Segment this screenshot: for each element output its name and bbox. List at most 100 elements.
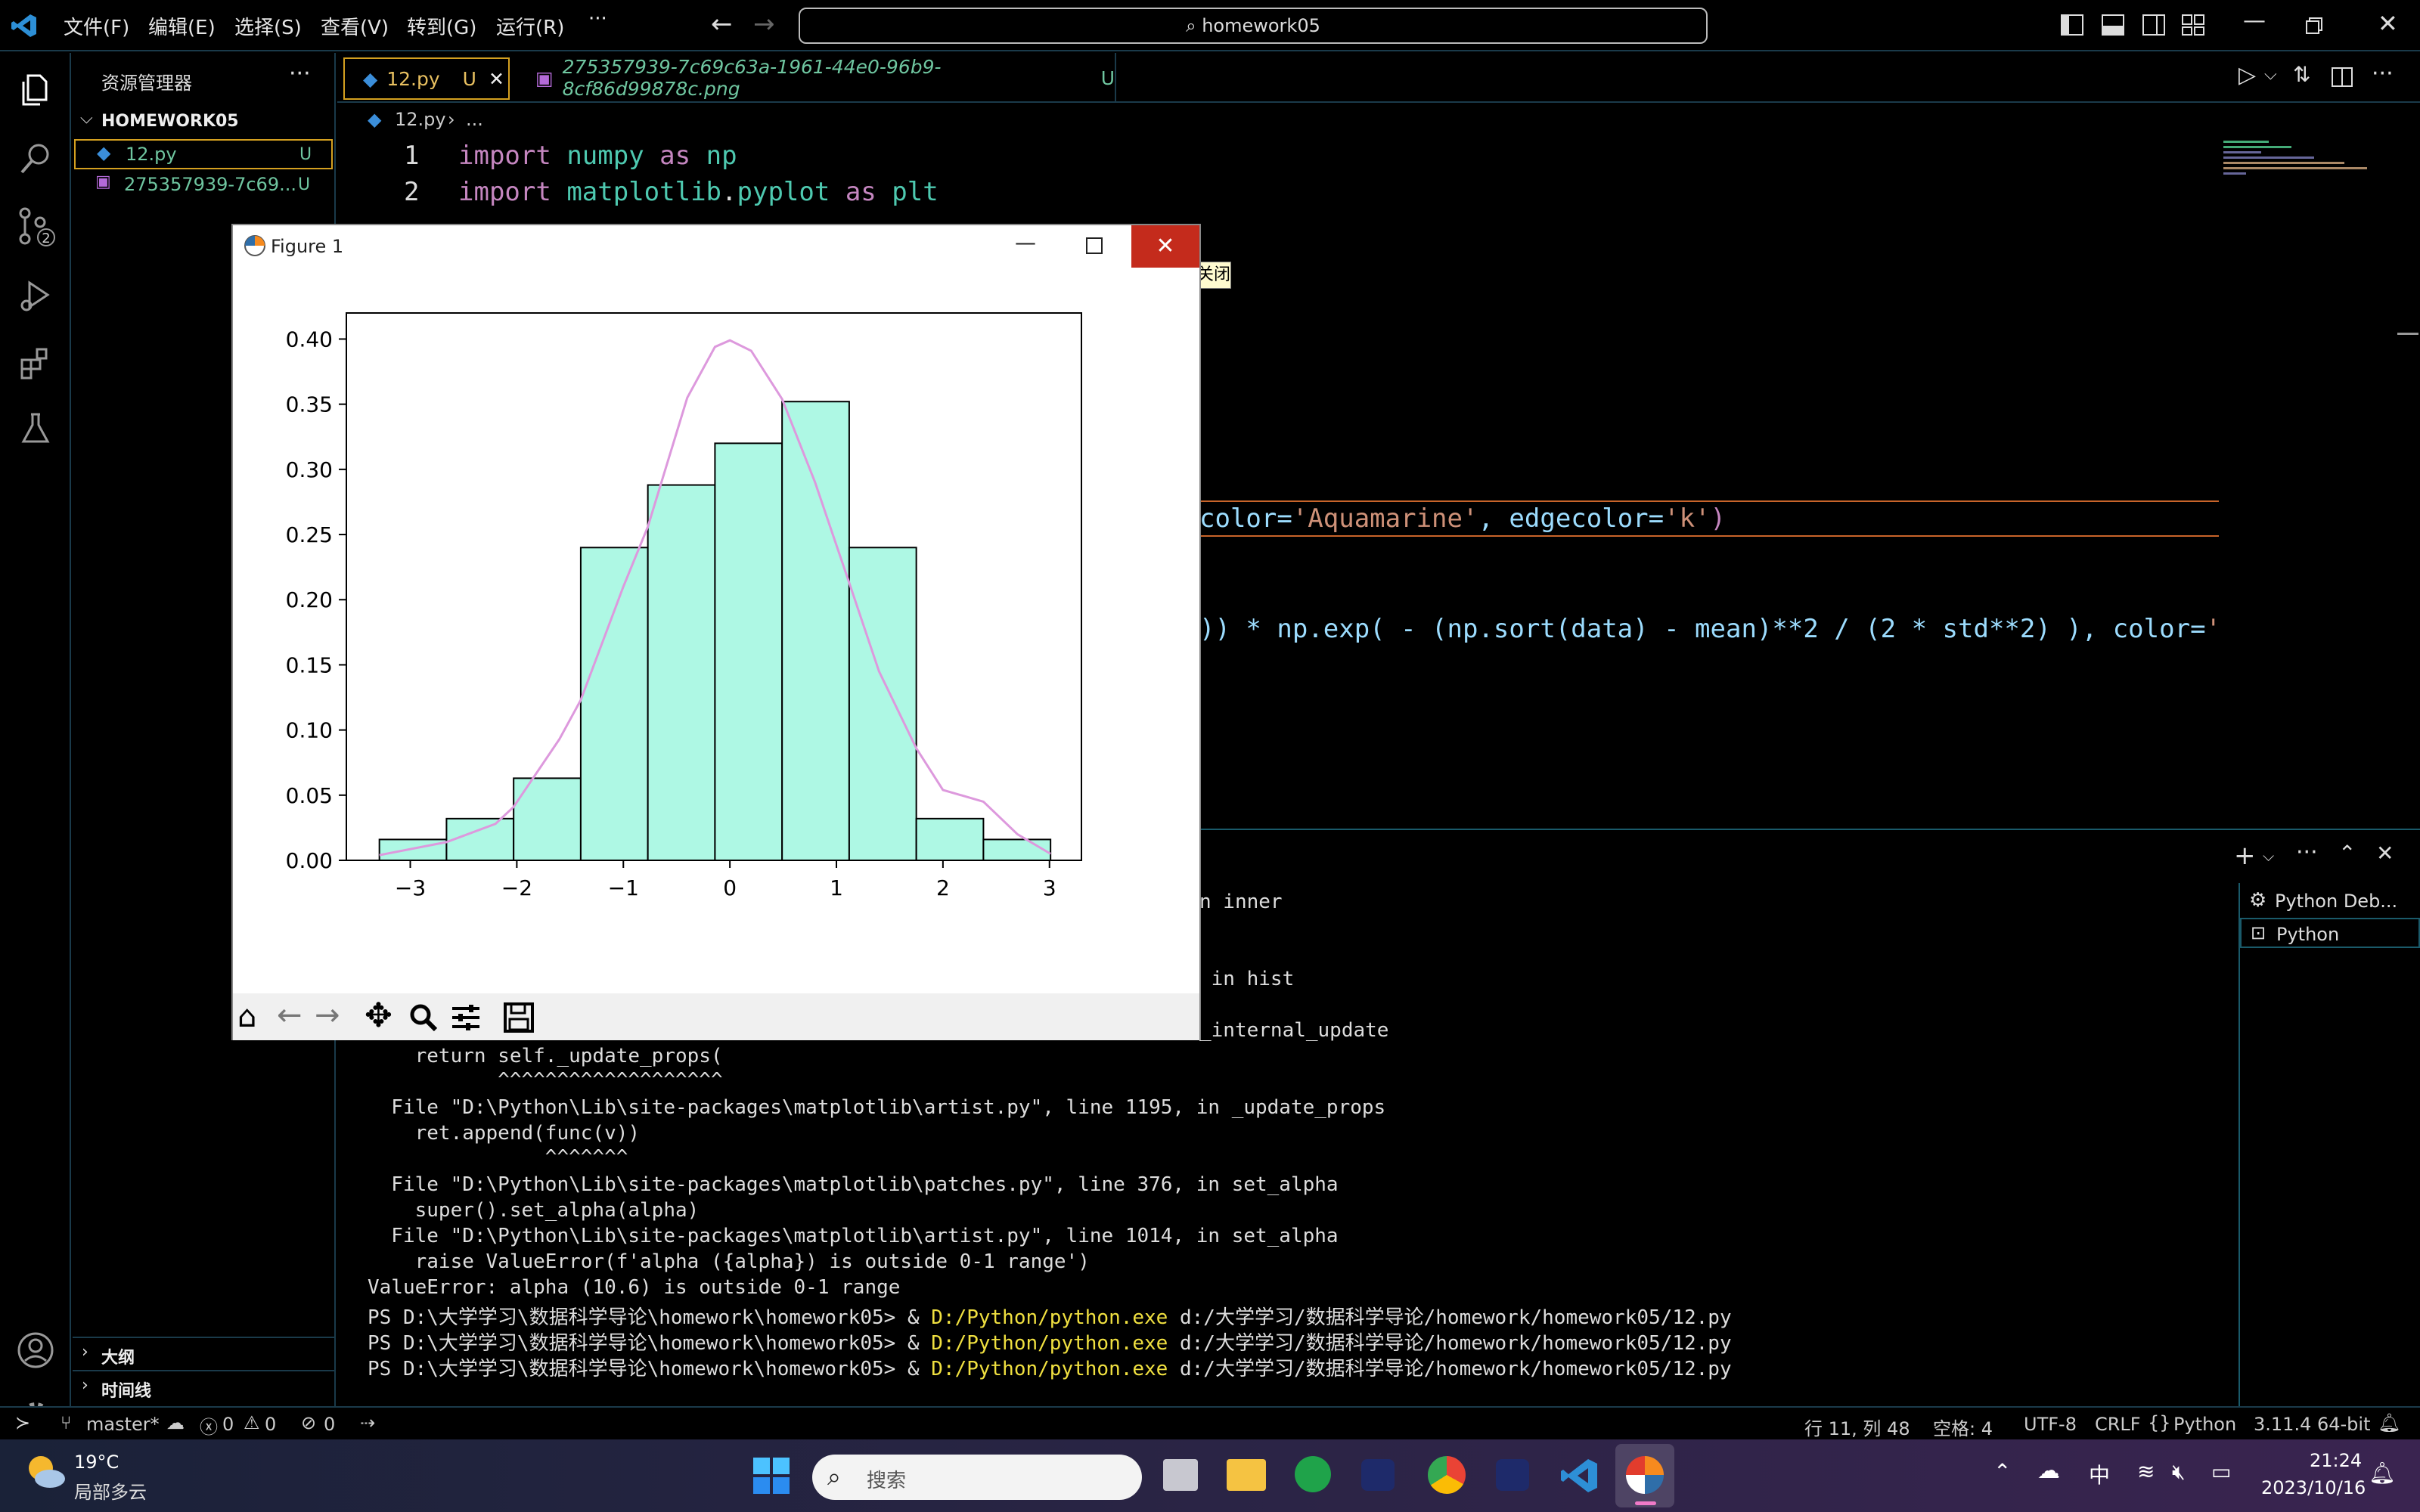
toggle-secondary-sidebar-icon[interactable]: [2142, 14, 2166, 36]
command-center-search[interactable]: ⌕ homework05: [799, 8, 1708, 44]
extensions-icon[interactable]: [0, 333, 71, 393]
nav-back-icon[interactable]: ←: [711, 9, 733, 39]
battery-icon[interactable]: ▭: [2211, 1459, 2232, 1484]
end-of-line[interactable]: CRLF: [2095, 1414, 2141, 1435]
file-explorer-icon[interactable]: [1227, 1459, 1266, 1491]
compare-changes-icon[interactable]: ⇅: [2293, 62, 2311, 87]
back-arrow-icon[interactable]: ←: [277, 998, 302, 1033]
edge-browser-icon[interactable]: [1295, 1456, 1331, 1492]
minimize-window-icon[interactable]: —: [2243, 8, 2266, 34]
error-count[interactable]: 0: [222, 1414, 234, 1435]
toggle-sidebar-icon[interactable]: [2060, 14, 2084, 36]
start-menu-icon[interactable]: [753, 1458, 790, 1494]
source-control-icon[interactable]: 2: [0, 197, 71, 257]
encoding[interactable]: UTF-8: [2024, 1414, 2077, 1435]
outline-section[interactable]: › 大纲: [73, 1337, 334, 1370]
menu-selection[interactable]: 选择(S): [234, 17, 302, 39]
explorer-icon[interactable]: [0, 59, 71, 119]
close-panel-icon[interactable]: ✕: [2376, 841, 2394, 866]
forward-arrow-icon[interactable]: →: [315, 998, 340, 1033]
volume-muted-icon[interactable]: 🔇︎: [2172, 1459, 2186, 1484]
save-figure-icon[interactable]: [504, 1002, 534, 1033]
ports-count[interactable]: 0: [324, 1414, 336, 1435]
scrollbar-indicator[interactable]: [2397, 333, 2418, 335]
menu-go[interactable]: 转到(G): [407, 17, 477, 39]
axes-frame: [346, 312, 1082, 861]
onedrive-icon[interactable]: ☁: [2037, 1458, 2060, 1484]
new-terminal-icon[interactable]: +: [2234, 841, 2256, 871]
sync-icon[interactable]: ☁: [166, 1412, 185, 1433]
branch-icon: ⑂: [60, 1412, 72, 1433]
taskbar-search[interactable]: ⌕ 搜索: [812, 1455, 1142, 1500]
file-item-12py[interactable]: ◆ 12.py U: [74, 139, 333, 169]
cursor-position[interactable]: 行 11, 列 48: [1804, 1418, 1910, 1439]
input-method[interactable]: 中: [2089, 1463, 2111, 1488]
folder-header[interactable]: ⌵ HOMEWORK05: [80, 109, 239, 131]
notifications-bell-icon[interactable]: 🔔︎: [2378, 1412, 2401, 1433]
language-mode[interactable]: Python: [2173, 1414, 2237, 1435]
figure-minimize-icon[interactable]: —: [1015, 230, 1036, 255]
configure-subplots-icon[interactable]: [451, 1002, 481, 1033]
search-view-icon[interactable]: [0, 129, 71, 189]
editor-more-icon[interactable]: ···: [2372, 60, 2394, 87]
y-tick-label: 0.30: [286, 457, 333, 482]
wifi-icon[interactable]: ≋: [2137, 1459, 2155, 1484]
task-view-icon[interactable]: [1163, 1459, 1198, 1491]
minimap[interactable]: [2223, 136, 2375, 197]
panel-more-icon[interactable]: ···: [2296, 839, 2318, 866]
nav-forward-icon[interactable]: →: [753, 9, 775, 39]
customize-layout-icon[interactable]: [2181, 14, 2205, 36]
menu-run[interactable]: 运行(R): [496, 17, 565, 39]
indentation[interactable]: 空格: 4: [1933, 1418, 1993, 1439]
vscode-taskbar-icon[interactable]: [1559, 1456, 1599, 1495]
sidebar-more-icon[interactable]: ···: [289, 60, 311, 87]
restore-window-icon[interactable]: [2305, 17, 2323, 35]
weather-text[interactable]: 局部多云: [74, 1482, 147, 1503]
close-tab-icon[interactable]: ✕: [488, 67, 504, 90]
pan-move-icon[interactable]: ✥: [365, 996, 392, 1035]
close-window-icon[interactable]: ✕: [2378, 9, 2398, 38]
terminal-tab-python[interactable]: ⊡ Python: [2240, 918, 2420, 948]
weather-icon[interactable]: [23, 1450, 68, 1492]
toggle-panel-icon[interactable]: [2101, 14, 2125, 36]
zoom-magnifier-icon[interactable]: [408, 1002, 439, 1033]
split-editor-icon[interactable]: [2331, 67, 2353, 88]
accounts-icon[interactable]: [0, 1320, 71, 1380]
histogram-bar: [647, 484, 716, 861]
tab-png[interactable]: ▣ 275357939-7c69c63a-1961-44e0-96b9-8cf8…: [517, 53, 1116, 103]
figure-maximize-icon[interactable]: [1086, 237, 1103, 254]
figure-close-icon[interactable]: ✕: [1131, 225, 1199, 268]
timeline-section[interactable]: › 时间线: [73, 1370, 334, 1403]
terminal-tabs-divider: [2238, 883, 2240, 1408]
file-item-png[interactable]: ▣ 275357939-7c69... U: [95, 172, 311, 195]
menu-more[interactable]: ···: [588, 8, 607, 30]
menu-view[interactable]: 查看(V): [321, 17, 389, 39]
git-branch[interactable]: master*: [86, 1414, 160, 1435]
code-line-plot: )) * np.exp( - (np.sort(data) - mean)**2…: [1199, 614, 2219, 644]
testing-icon[interactable]: [0, 398, 71, 458]
remote-icon[interactable]: ≻: [15, 1412, 31, 1433]
clock-time[interactable]: 21:24: [2310, 1450, 2363, 1471]
show-hidden-icons[interactable]: ⌃: [1993, 1459, 2012, 1484]
chrome-icon[interactable]: [1428, 1456, 1466, 1494]
menu-file[interactable]: 文件(F): [64, 17, 130, 39]
python-interpreter[interactable]: 3.11.4 64-bit: [2254, 1414, 2371, 1435]
terminal-dropdown-icon[interactable]: ⌵: [2263, 847, 2275, 865]
run-file-icon[interactable]: ▷: [2238, 62, 2257, 88]
menu-edit[interactable]: 编辑(E): [148, 17, 216, 39]
maximize-panel-icon[interactable]: ⌃: [2338, 841, 2356, 866]
app-cat2-icon[interactable]: [1496, 1459, 1529, 1491]
clock-date[interactable]: 2023/10/16: [2261, 1477, 2366, 1498]
live-share-icon[interactable]: ⇢: [360, 1412, 376, 1433]
warning-count[interactable]: 0: [265, 1414, 277, 1435]
terminal-tab-debug[interactable]: ⚙ Python Deb...: [2249, 889, 2398, 912]
run-dropdown-icon[interactable]: ⌵: [2264, 65, 2277, 84]
app-cat-icon[interactable]: [1361, 1459, 1395, 1491]
run-debug-icon[interactable]: [0, 265, 71, 325]
matplotlib-taskbar-icon[interactable]: [1615, 1444, 1674, 1507]
weather-temp[interactable]: 19°C: [74, 1452, 119, 1473]
home-icon[interactable]: ⌂: [237, 999, 257, 1034]
tab-12py[interactable]: ◆ 12.py U ✕: [343, 57, 510, 100]
notification-bell-icon[interactable]: 🔔︎: [2369, 1461, 2396, 1486]
svg-text:2: 2: [42, 231, 50, 246]
